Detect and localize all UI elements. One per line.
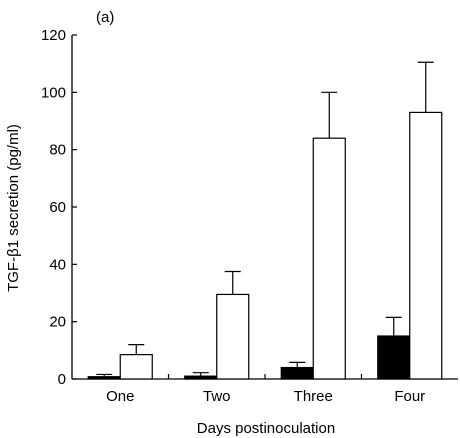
x-tick-label: Two — [203, 388, 231, 405]
panel-label: (a) — [96, 9, 114, 26]
bar-four-series-2 — [409, 111, 443, 380]
plot-area: 0 20 40 60 80 100 120 One Two Three Four — [41, 27, 458, 405]
y-axis-title: TGF-β1 secretion (pg/ml) — [5, 124, 22, 292]
x-axis-title: Days postinoculation — [197, 420, 335, 437]
y-tick-label: 120 — [41, 27, 66, 44]
y-tick-label: 60 — [49, 199, 66, 216]
y-tick-label: 0 — [58, 371, 66, 388]
x-tick-label: Four — [394, 388, 425, 405]
y-tick-label: 100 — [41, 84, 66, 101]
y-tick-label: 40 — [49, 256, 66, 273]
x-tick-label: Three — [294, 388, 333, 405]
bar-four-series-1 — [377, 335, 411, 380]
y-tick-label: 20 — [49, 314, 66, 331]
bar-three-series-2 — [312, 137, 346, 380]
bar-two-series-1 — [184, 375, 218, 380]
bar-one-series-1 — [87, 376, 121, 380]
bar-one-series-2 — [119, 354, 153, 380]
x-tick-label: One — [106, 388, 134, 405]
y-tick-label: 80 — [49, 142, 66, 159]
bar-two-series-2 — [216, 293, 250, 380]
bar-three-series-1 — [280, 366, 314, 380]
